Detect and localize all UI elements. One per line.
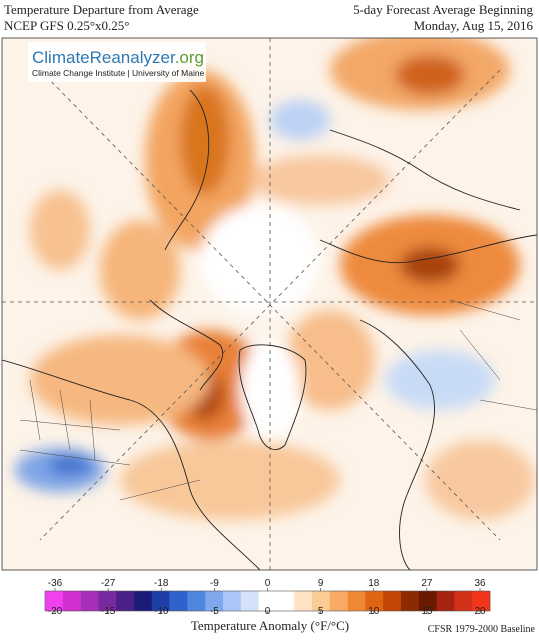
colorbar-swatch: [98, 591, 117, 611]
colorbar-swatch: [436, 591, 455, 611]
colorbar-label: Temperature Anomaly (°F/°C): [191, 618, 349, 633]
map: [2, 38, 537, 570]
celsius-tick-label: -10: [154, 606, 169, 617]
colorbar-swatch: [205, 591, 224, 611]
model-name: NCEP GFS 0.25°x0.25°: [4, 18, 130, 33]
celsius-tick-label: 10: [368, 606, 380, 617]
fahrenheit-tick-label: -9: [210, 578, 219, 589]
title: Temperature Departure from Average: [4, 2, 199, 17]
colorbar-swatch: [62, 591, 81, 611]
anomaly-field: [15, 38, 535, 520]
colorbar-swatch: [169, 591, 188, 611]
colorbar-swatch: [223, 591, 242, 611]
colorbar-swatch: [276, 591, 295, 611]
celsius-tick-label: 20: [474, 606, 486, 617]
colorbar-swatch: [418, 591, 437, 611]
colorbar-swatch: [45, 591, 64, 611]
forecast-date: Monday, Aug 15, 2016: [414, 18, 534, 33]
fahrenheit-tick-label: 9: [318, 578, 324, 589]
celsius-tick-label: 0: [265, 606, 271, 617]
baseline-note: CFSR 1979-2000 Baseline: [428, 624, 536, 635]
celsius-tick-label: -20: [48, 606, 63, 617]
fahrenheit-tick-label: 18: [368, 578, 380, 589]
colorbar-swatch: [472, 591, 491, 611]
colorbar-swatch: [329, 591, 348, 611]
colorbar-swatch: [312, 591, 331, 611]
colorbar-swatch: [347, 591, 366, 611]
colorbar-swatch: [365, 591, 384, 611]
celsius-tick-label: -15: [101, 606, 116, 617]
logo-suffix: .org: [175, 48, 204, 67]
colorbar-swatch: [401, 591, 420, 611]
fahrenheit-tick-label: -27: [101, 578, 116, 589]
logo-name: ClimateReanalyzer: [32, 48, 176, 67]
coastlines: [2, 89, 537, 570]
colorbar-swatch: [151, 591, 170, 611]
colorbar-swatch: [116, 591, 135, 611]
colorbar-swatch: [134, 591, 153, 611]
logo-subtitle: Climate Change Institute | University of…: [32, 68, 205, 78]
celsius-tick-label: 15: [421, 606, 433, 617]
colorbar: -36 -27 -18 -9 0 9 18 27 36 -20 -15 -10 -5 0 5 10 15 20: [44, 578, 491, 617]
logo: ClimateReanalyzer.org: [32, 48, 204, 67]
colorbar-swatch: [258, 591, 277, 611]
fahrenheit-tick-label: 36: [474, 578, 486, 589]
celsius-tick-label: -5: [210, 606, 219, 617]
colorbar-swatch: [383, 591, 402, 611]
colorbar-swatch: [294, 591, 313, 611]
fahrenheit-tick-label: 27: [421, 578, 433, 589]
borders: [19, 299, 537, 501]
logo-box: [28, 42, 206, 82]
fahrenheit-tick-label: -18: [154, 578, 169, 589]
celsius-tick-label: 5: [318, 606, 324, 617]
fahrenheit-tick-label: 0: [265, 578, 271, 589]
map-frame: [1, 37, 538, 571]
colorbar-swatch: [240, 591, 259, 611]
colorbar-swatch: [80, 591, 99, 611]
fahrenheit-tick-label: -36: [48, 578, 63, 589]
graticule: [2, 38, 537, 570]
colorbar-swatch: [454, 591, 473, 611]
forecast-period: 5-day Forecast Average Beginning: [353, 2, 533, 17]
colorbar-swatch: [187, 591, 206, 611]
